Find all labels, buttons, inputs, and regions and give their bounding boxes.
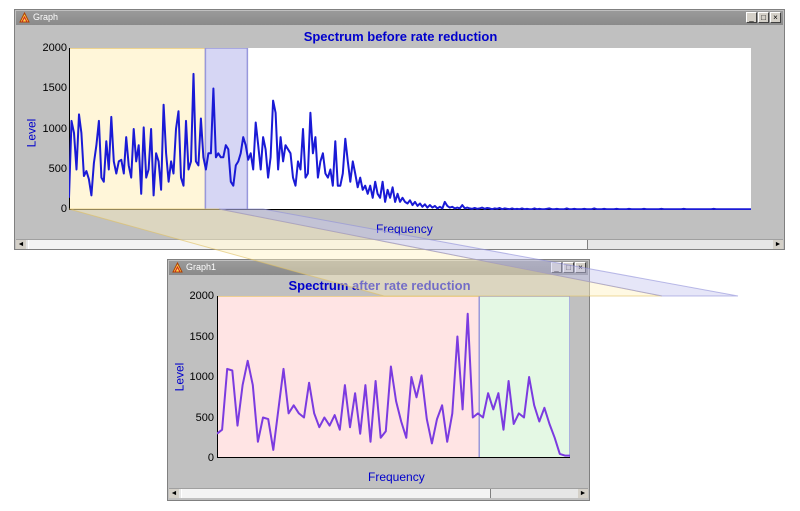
chart-title: Spectrum before rate reduction	[303, 29, 498, 44]
folded_band-band	[478, 296, 570, 458]
window-controls: _ □ ×	[745, 12, 781, 23]
y-axis-label: Level	[172, 362, 187, 392]
y-tick-label: 1500	[189, 331, 214, 343]
scroll-right-arrow[interactable]: ►	[773, 240, 783, 249]
scroll-left-arrow[interactable]: ◄	[16, 240, 26, 249]
graph1-window: Graph1 _ □ × Spectrum after rate reducti…	[167, 259, 590, 501]
y-tick-label: 500	[195, 412, 214, 424]
graph-window: Graph _ □ × Spectrum before rate reducti…	[14, 9, 785, 250]
close-button[interactable]: ×	[770, 12, 781, 23]
window-titlebar[interactable]: Graph1 _ □ ×	[169, 261, 588, 275]
plot-area	[217, 296, 570, 458]
y-axis-label: Level	[24, 118, 39, 148]
x-axis-label: Frequency	[376, 222, 433, 236]
window-controls: _ □ ×	[550, 262, 586, 273]
window-titlebar[interactable]: Graph _ □ ×	[16, 11, 783, 25]
minimize-button[interactable]: _	[551, 262, 562, 273]
horizontal-scrollbar[interactable]: ◄ ►	[169, 488, 588, 498]
chart-title: Spectrum after rate reduction	[288, 278, 471, 293]
y-tick-label: 1000	[42, 123, 67, 135]
x-axis-label: Frequency	[368, 470, 425, 484]
y-tick-label: 1000	[189, 371, 214, 383]
window-title: Graph1	[186, 262, 217, 272]
app-icon	[19, 12, 30, 23]
y-tick-label: 2000	[189, 290, 214, 302]
y-tick-label: 0	[207, 452, 214, 464]
y-tick-label: 0	[60, 203, 67, 215]
window-title: Graph	[33, 12, 59, 22]
maximize-button[interactable]: □	[758, 12, 769, 23]
scroll-thumb[interactable]	[181, 489, 491, 498]
y-tick-label: 500	[48, 163, 67, 175]
scroll-left-arrow[interactable]: ◄	[169, 489, 179, 498]
y-tick-label: 1500	[42, 82, 67, 94]
horizontal-scrollbar[interactable]: ◄ ►	[16, 239, 783, 249]
close-button[interactable]: ×	[575, 262, 586, 273]
maximize-button[interactable]: □	[563, 262, 574, 273]
spectrum-after-chart	[217, 296, 570, 458]
y-tick-label: 2000	[42, 42, 67, 54]
spectrum-before-chart	[69, 48, 751, 210]
spectrum_after-line	[217, 312, 570, 457]
scroll-thumb[interactable]	[28, 240, 588, 249]
minimize-button[interactable]: _	[746, 12, 757, 23]
scroll-right-arrow[interactable]: ►	[578, 489, 588, 498]
plot-area	[69, 48, 751, 210]
app-icon	[172, 262, 183, 273]
